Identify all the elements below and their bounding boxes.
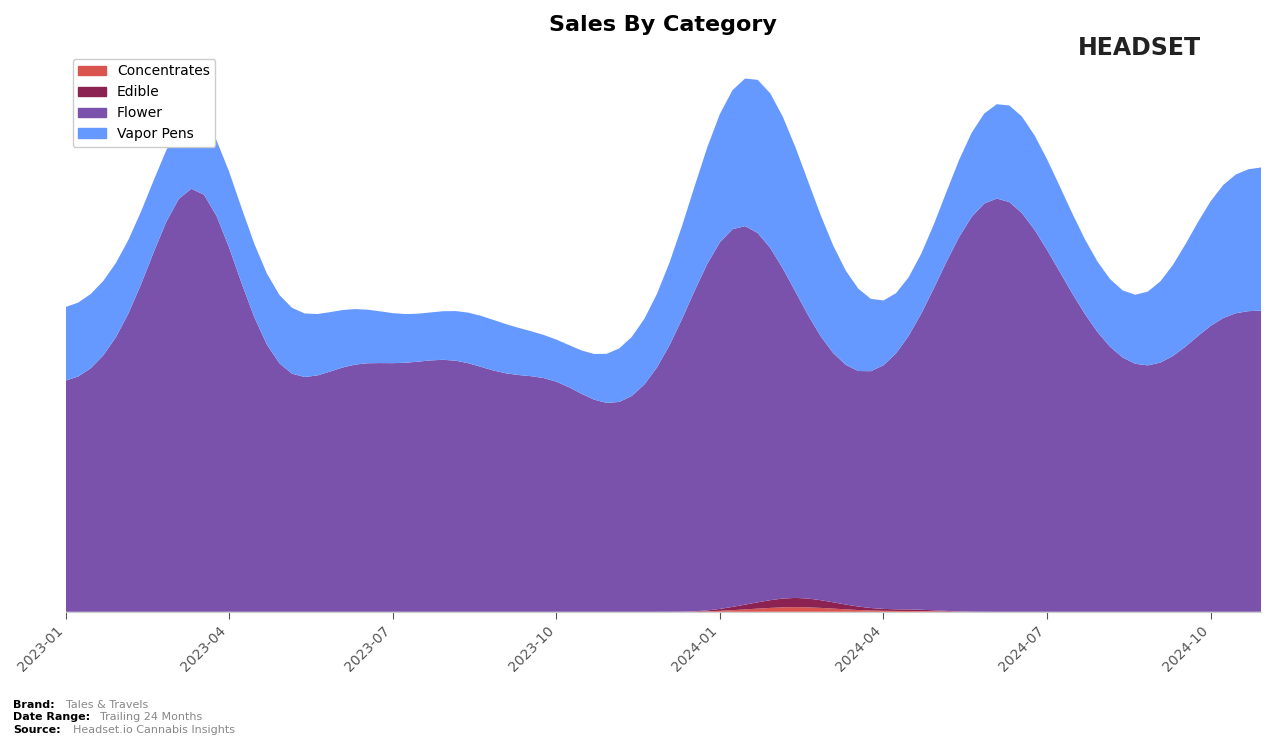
Text: Headset.io Cannabis Insights: Headset.io Cannabis Insights [73,725,235,735]
Text: Brand:: Brand: [13,700,55,710]
Text: Date Range:: Date Range: [13,712,89,722]
Text: HEADSET: HEADSET [1078,36,1201,60]
Legend: Concentrates, Edible, Flower, Vapor Pens: Concentrates, Edible, Flower, Vapor Pens [73,59,216,147]
Title: Sales By Category: Sales By Category [550,15,777,35]
Text: Tales & Travels: Tales & Travels [66,700,148,710]
Text: Trailing 24 Months: Trailing 24 Months [100,712,202,722]
Text: Source:: Source: [13,725,60,735]
